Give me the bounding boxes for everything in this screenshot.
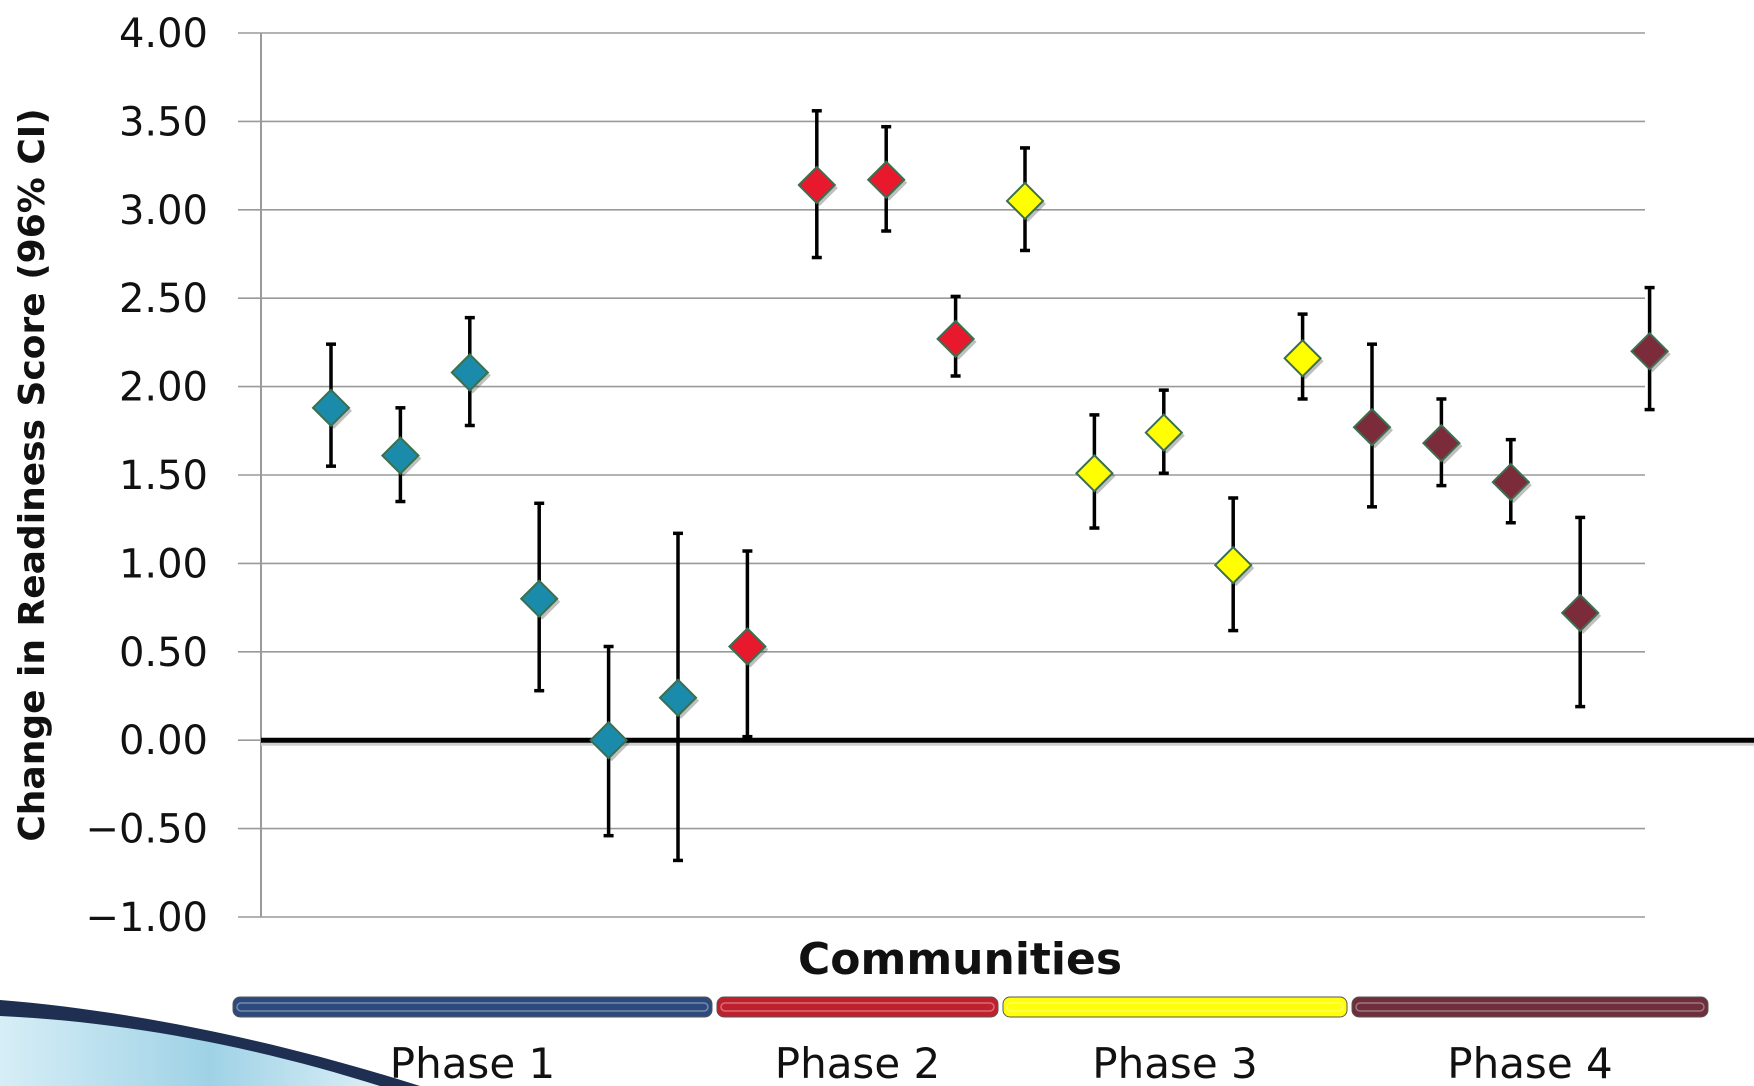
data-point-marker	[1630, 331, 1670, 371]
zero-reference-line	[261, 737, 1754, 746]
y-tick-label: 1.00	[119, 541, 208, 587]
y-tick-label: −1.00	[85, 895, 208, 941]
phase-4-bar	[1351, 996, 1709, 1018]
series-phase-2	[727, 109, 977, 739]
grid-lines	[238, 32, 1645, 918]
data-point-marker	[1144, 413, 1184, 452]
x-axis-title: Communities	[798, 934, 1122, 985]
phase-4-bar-highlight	[1355, 1002, 1705, 1012]
y-tick-label: 0.50	[119, 630, 208, 676]
y-tick-label: 2.50	[119, 276, 208, 322]
phase-2-label: Phase 2	[775, 1039, 940, 1086]
phase-3-bar	[1002, 996, 1348, 1018]
data-point-marker	[519, 579, 559, 619]
phase-1-bar	[232, 996, 713, 1018]
data-point-marker	[658, 678, 698, 718]
series-phase-3	[1005, 146, 1324, 633]
data-point-marker	[1283, 338, 1323, 378]
phase-1-bar-highlight	[236, 1002, 709, 1012]
y-axis-title: Change in Readiness Score (96% CI)	[12, 108, 53, 841]
data-point-marker	[1352, 407, 1392, 447]
phase-2-bar	[716, 996, 999, 1018]
phase-1-label: Phase 1	[390, 1039, 555, 1086]
y-tick-label: 4.00	[119, 11, 208, 57]
phase-bars: Phase 1 Phase 2 Phase 3 Phase 4	[232, 996, 1709, 1086]
decorative-swoosh	[0, 1000, 420, 1086]
data-point-marker	[1213, 545, 1253, 585]
phase-3-label: Phase 3	[1092, 1039, 1257, 1086]
phase-3-bar-highlight	[1006, 1002, 1344, 1012]
data-point-marker	[727, 627, 767, 666]
data-point-marker	[797, 165, 837, 205]
y-tick-label: 1.50	[119, 453, 208, 499]
y-tick-label: 3.50	[119, 99, 208, 145]
data-point-marker	[1005, 181, 1045, 221]
data-point-marker	[311, 388, 351, 428]
y-tick-labels: 4.00 3.50 3.00 2.50 2.00 1.50 1.00 0.50 0.00 −0.5…	[85, 11, 208, 941]
y-tick-label: 0.00	[119, 718, 208, 764]
y-tick-label: 2.00	[119, 365, 208, 411]
data-points	[311, 109, 1671, 863]
data-point-marker	[936, 319, 976, 359]
data-point-marker	[1421, 423, 1461, 463]
data-point-marker	[380, 436, 420, 475]
data-point-marker	[1560, 593, 1600, 633]
y-tick-label: 3.00	[119, 188, 208, 234]
data-point-marker	[450, 353, 490, 392]
data-point-marker	[866, 160, 906, 200]
data-point-marker	[1491, 462, 1531, 502]
data-point-marker	[589, 720, 629, 760]
phase-2-bar-highlight	[720, 1002, 995, 1012]
phase-4-label: Phase 4	[1447, 1039, 1612, 1086]
series-phase-4	[1352, 285, 1671, 709]
data-point-marker	[1074, 453, 1114, 493]
series-phase-1	[311, 315, 699, 863]
y-tick-label: −0.50	[85, 807, 208, 853]
